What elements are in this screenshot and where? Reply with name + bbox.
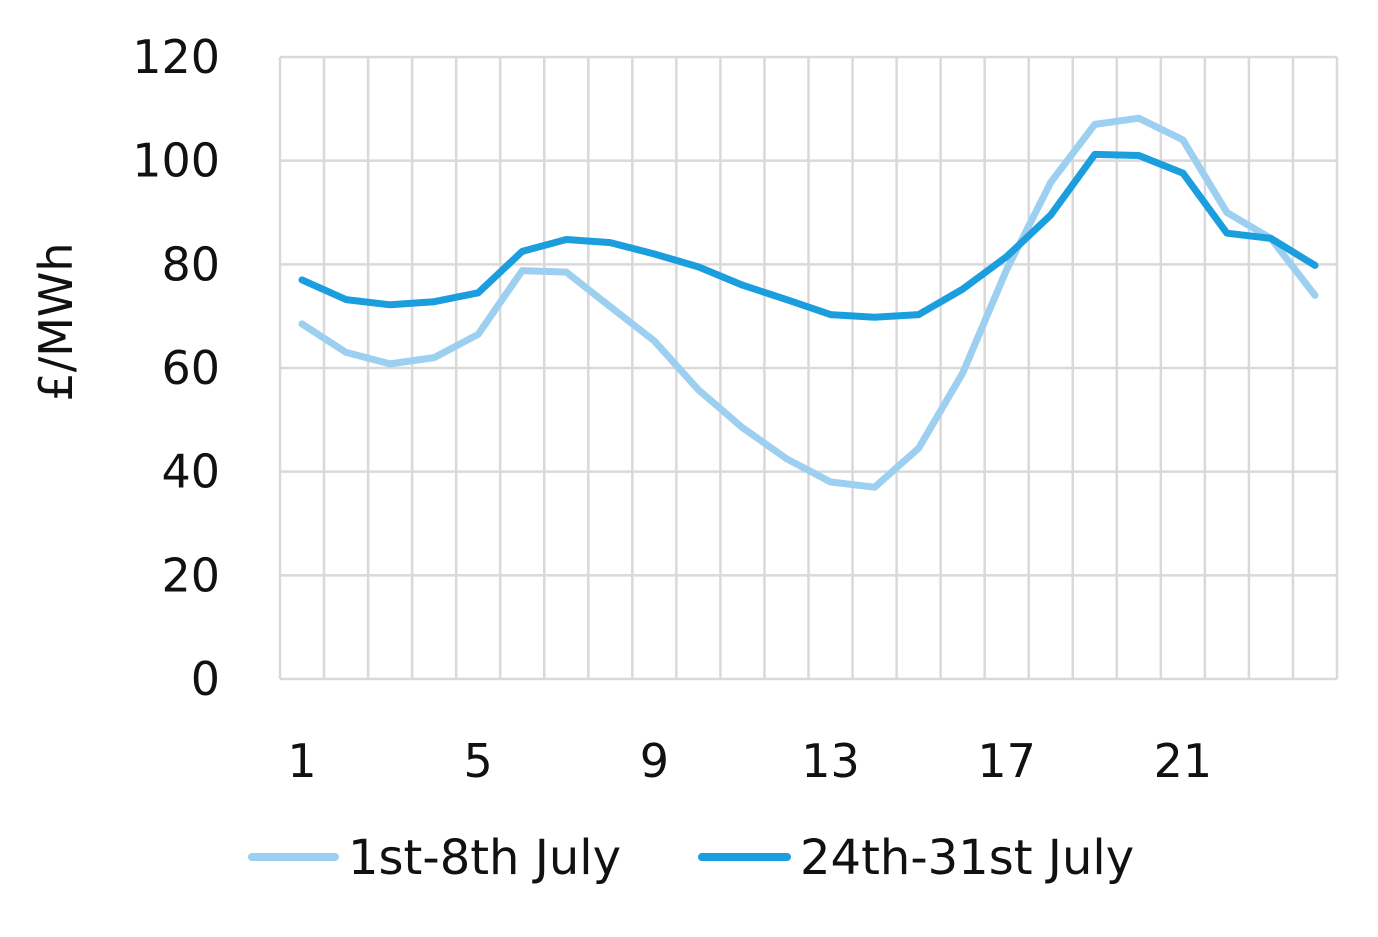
y-tick-label: 40 [161,445,220,499]
horizontal-gridlines [280,55,1337,681]
y-tick-label: 120 [132,30,220,84]
series-line-2 [298,150,1319,321]
x-tick-label: 5 [464,734,493,788]
x-tick-label: 17 [977,734,1036,788]
y-axis-tick-labels: 0 20 40 60 80 100 120 [132,30,220,706]
x-tick-label: 9 [640,734,669,788]
y-tick-label: 80 [161,237,220,291]
y-tick-label: 60 [161,341,220,395]
x-tick-label: 13 [801,734,860,788]
legend-label-1: 1st-8th July [348,830,621,886]
y-tick-label: 0 [191,652,220,706]
x-tick-label: 1 [287,734,316,788]
series-line-1 [298,114,1319,491]
series-lines [298,114,1319,491]
y-tick-label: 100 [132,134,220,188]
y-tick-label: 20 [161,548,220,602]
x-axis-tick-labels: 1 5 9 13 17 21 [287,734,1212,788]
legend: 1st-8th July 24th-31st July [248,830,1134,886]
legend-label-2: 24th-31st July [800,830,1134,886]
x-tick-label: 21 [1154,734,1213,788]
y-axis-label: £/MWh [29,242,83,401]
